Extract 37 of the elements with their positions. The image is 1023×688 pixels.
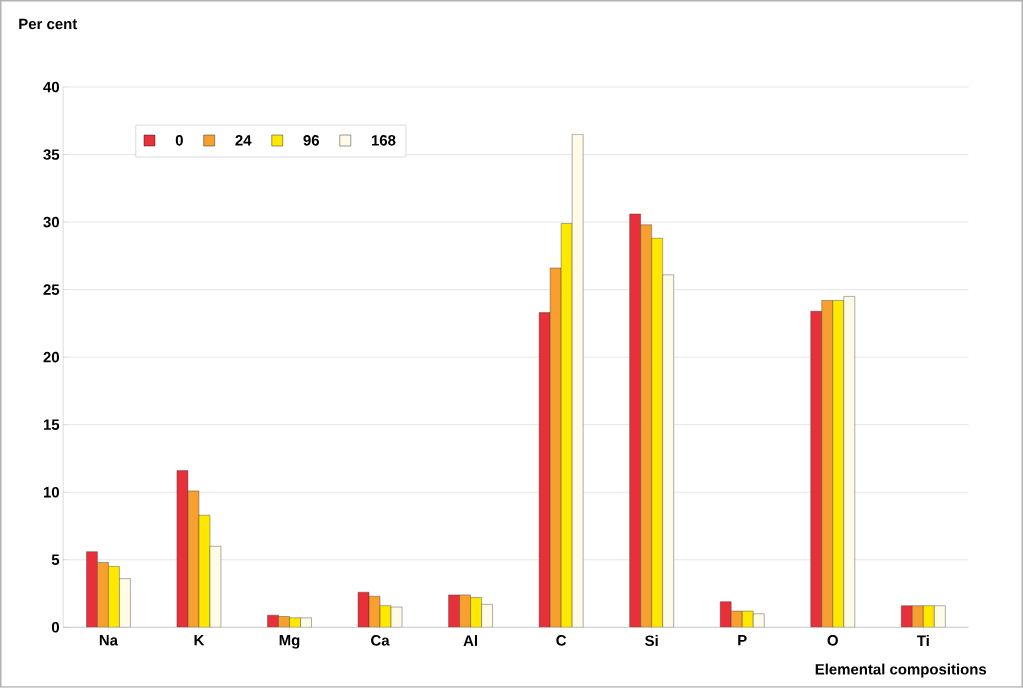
x-tick-label: Ca (371, 635, 390, 646)
x-tick-label: P (738, 635, 747, 646)
bar (810, 311, 822, 628)
bar (640, 224, 652, 628)
y-tick-label: 20 (43, 351, 59, 363)
legend-label: 0 (175, 135, 183, 146)
bar (629, 213, 641, 628)
y-tick-label: 15 (43, 419, 60, 430)
x-tick-label: Si (645, 635, 658, 647)
y-tick-label: 5 (51, 554, 60, 566)
y-tick-label: 35 (43, 149, 60, 160)
y-tick-label: 30 (43, 216, 59, 228)
x-tick-label: Na (99, 635, 119, 646)
legend-label: 168 (371, 135, 396, 146)
bar (832, 300, 844, 628)
y-tick-label: 0 (51, 622, 59, 633)
bar (662, 274, 674, 628)
bar (651, 238, 663, 628)
legend-label: 24 (235, 135, 252, 146)
y-tick-label: 40 (43, 81, 59, 93)
x-tick-label: K (194, 635, 205, 646)
x-tick-label: C (556, 635, 567, 646)
legend-label: 96 (303, 135, 320, 146)
bar (97, 562, 109, 628)
x-tick-label: Al (463, 635, 477, 646)
bar (86, 551, 98, 628)
y-tick-label: 10 (43, 487, 59, 498)
y-tick-label: 25 (43, 284, 60, 295)
bar (108, 566, 120, 628)
bar (843, 296, 855, 628)
bar (821, 300, 833, 628)
bar (119, 578, 131, 628)
x-tick-label: Ti (916, 635, 929, 646)
x-tick-label: Mg (279, 635, 300, 649)
x-tick-label: O (827, 635, 838, 646)
x-axis-title: Elemental compositions (815, 663, 987, 678)
y-axis-title: Per cent (19, 18, 78, 30)
